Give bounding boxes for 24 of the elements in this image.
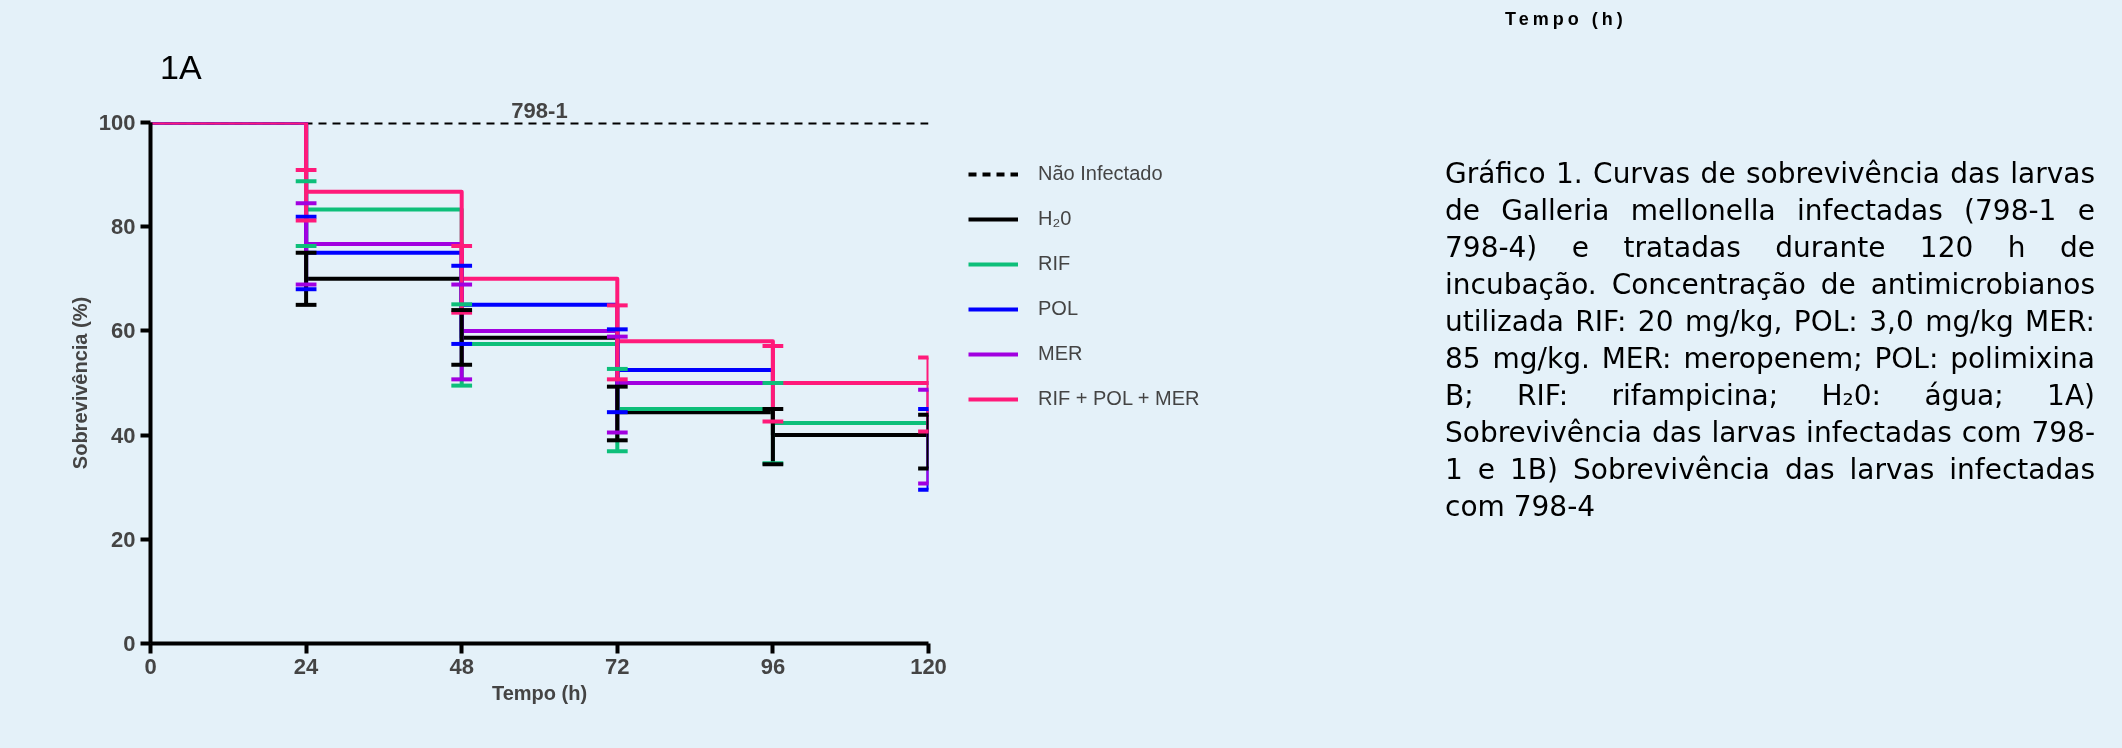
x-tick-label: 0 — [144, 653, 157, 679]
legend-label: POL — [1038, 297, 1079, 320]
y-tick-label: 80 — [111, 214, 136, 240]
x-axis-title: Tempo (h) — [491, 681, 588, 704]
x-tick-label: 24 — [293, 653, 320, 679]
x-tick-label: 72 — [605, 653, 630, 679]
text: 1A — [160, 47, 202, 88]
y-tick-label: 100 — [98, 110, 136, 135]
legend-label: RIF + POL + MER — [1038, 387, 1200, 410]
text: Tempo (h) — [1505, 8, 1627, 31]
y-tick-label: 40 — [111, 422, 136, 448]
y-tick-label: 20 — [111, 526, 136, 552]
x-tick-label: 48 — [449, 653, 474, 679]
legend-label: MER — [1038, 342, 1083, 365]
legend-label: RIF — [1038, 252, 1071, 275]
x-tick-label: 120 — [910, 653, 947, 679]
y-axis-title: Sobrevivência (%) — [68, 296, 91, 470]
text: Gráfico 1. Curvas de sobrevivência das larvas de Galleria mellonella infectadas (798-1 e 798-4) e tratadas durante 120 h de incubação. Concentração de antimicrobianos utilizada RIF: 20 mg/kg, POL: 3,0 mg/kg MER: 85 mg/kg. MER: meropenem; POL: polimixina B; RIF: rifampicina; H₂0: água; 1A) Sobrevivência das larvas infectadas com 798-1 e 1B) Sobrevivência das larvas infectadas com 798-4 — [1445, 157, 2095, 523]
y-tick-label: 60 — [111, 318, 136, 344]
y-tick-label: 0 — [123, 631, 136, 656]
legend-label: H₂0 — [1038, 207, 1072, 230]
legend-label: Não Infectado — [1038, 162, 1163, 185]
x-tick-label: 96 — [760, 653, 786, 679]
chart-title: 798-1 — [511, 97, 568, 123]
